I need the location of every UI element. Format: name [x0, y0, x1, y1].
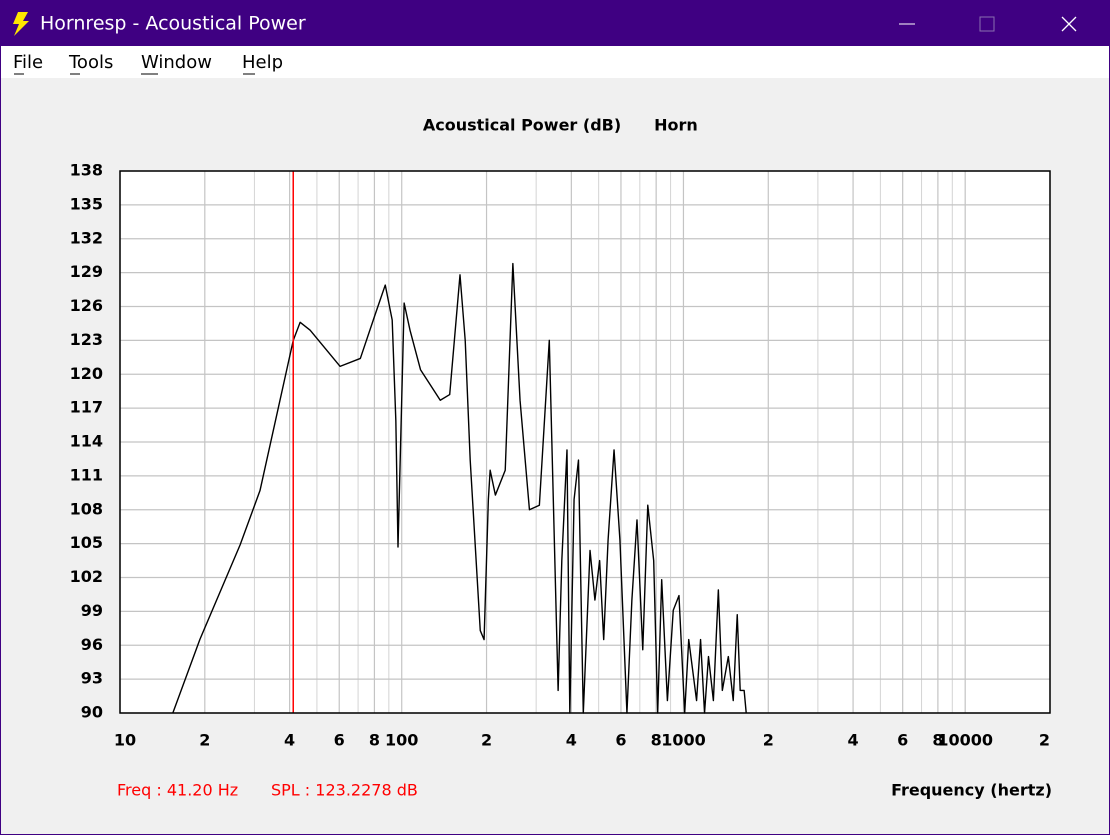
y-tick-label: 102	[70, 567, 103, 586]
app-icon	[13, 12, 29, 36]
x-tick-label: 1000	[661, 731, 706, 750]
y-tick-label: 117	[70, 398, 103, 417]
x-tick-label: 100	[385, 731, 418, 750]
y-tick-label: 99	[81, 601, 103, 620]
x-tick-label: 4	[848, 731, 859, 750]
menu-bar	[1, 46, 1109, 78]
y-tick-label: 93	[81, 669, 103, 688]
marks	[172, 171, 747, 714]
chart-subtitle: Horn	[654, 116, 698, 135]
y-tick-label: 111	[70, 465, 103, 484]
x-tick-label: 8	[651, 731, 662, 750]
y-tick-label: 105	[70, 533, 103, 552]
x-tick-label: 10	[114, 731, 136, 750]
y-tick-label: 114	[70, 432, 103, 451]
y-tick-label: 132	[70, 228, 103, 247]
x-tick-label: 6	[897, 731, 908, 750]
x-tick-label: 8	[369, 731, 380, 750]
x-tick-label: 6	[334, 731, 345, 750]
cursor-frequency: Freq : 41.20 Hz	[117, 781, 238, 800]
y-tick-label: 138	[70, 161, 103, 180]
x-tick-label: 6	[615, 731, 626, 750]
menu-item[interactable]: File	[13, 52, 43, 73]
x-tick-label: 2	[763, 731, 774, 750]
window-title: Hornresp - Acoustical Power	[40, 13, 306, 35]
x-tick-label: 4	[284, 731, 295, 750]
y-tick-label: 96	[81, 635, 103, 654]
y-tick-label: 129	[70, 262, 103, 281]
x-tick-label: 10000	[937, 731, 993, 750]
menu-item[interactable]: Tools	[68, 52, 113, 73]
cursor-spl: SPL : 123.2278 dB	[271, 781, 418, 800]
y-tick-label: 90	[81, 703, 103, 722]
x-tick-label: 8	[932, 731, 943, 750]
y-tick-label: 123	[70, 330, 103, 349]
plot-border	[119, 170, 1051, 714]
y-tick-label: 126	[70, 296, 103, 315]
x-axis-label: Frequency (hertz)	[891, 781, 1052, 800]
response-line	[172, 262, 747, 714]
y-tick-label: 135	[70, 194, 103, 213]
x-tick-label: 2	[481, 731, 492, 750]
x-tick-label: 2	[199, 731, 210, 750]
maximize-button[interactable]	[979, 16, 995, 32]
close-button[interactable]	[1061, 16, 1077, 32]
y-tick-label: 120	[70, 364, 103, 383]
chart-title: Acoustical Power (dB)	[423, 116, 621, 135]
x-tick-label: 2	[1039, 731, 1050, 750]
x-tick-label: 4	[566, 731, 577, 750]
title-bar	[0, 0, 1110, 46]
menu-item[interactable]: Help	[242, 52, 283, 73]
y-tick-label: 108	[70, 499, 103, 518]
menu-item[interactable]: Window	[141, 52, 212, 73]
